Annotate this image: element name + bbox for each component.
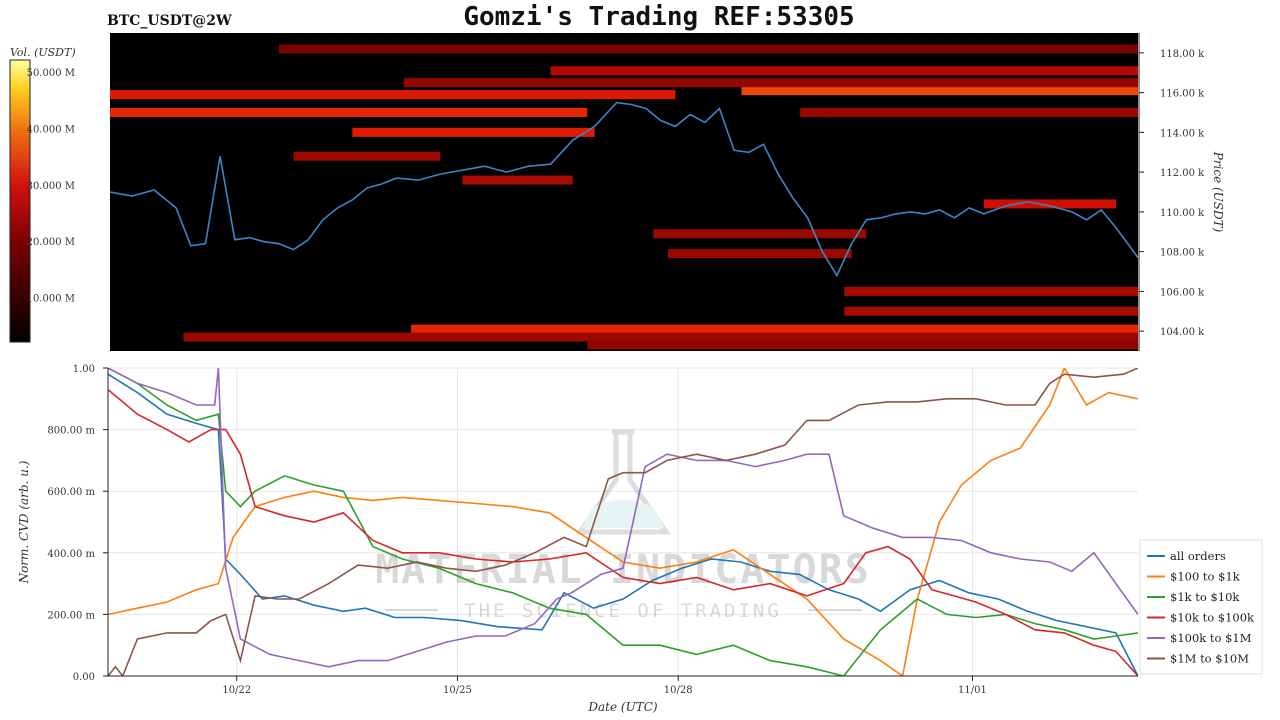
heatmap-band-17 <box>278 44 1138 54</box>
cvd-panel <box>108 368 1138 676</box>
legend-label-5: $1M to $10M <box>1170 652 1249 666</box>
colorbar-tick-label: 40.000 M <box>27 124 75 135</box>
legend-label-0: all orders <box>1170 549 1226 563</box>
watermark-line2: THE SCIENCE OF TRADING <box>464 600 782 622</box>
heatmap-band-9 <box>983 199 1116 209</box>
cvd-y-tick-label: 200.00 m <box>47 610 95 621</box>
heatmap-band-13 <box>844 306 1138 316</box>
cvd-x-tick-label: 10/22 <box>222 685 251 696</box>
price-tick-label: 106.00 k <box>1160 287 1205 298</box>
price-tick-label: 108.00 k <box>1160 248 1205 259</box>
heatmap-band-0 <box>741 86 1138 96</box>
cvd-y-tick-label: 0.00 <box>73 672 95 683</box>
cvd-x-tick-label: 11/01 <box>958 685 987 696</box>
pair-label: BTC_USDT@2W <box>107 13 232 29</box>
heatmap-band-2 <box>110 108 588 117</box>
heatmap-band-8 <box>462 175 573 185</box>
heatmap-band-5 <box>550 66 1138 76</box>
colorbar-tick-label: 20.000 M <box>27 237 75 248</box>
price-axis-ticks: 104.00 k 106.00 k 108.00 k 110.00 k 112.00 k… <box>1139 49 1205 338</box>
cvd-x-tick-label: 10/28 <box>664 685 693 696</box>
colorbar-tick-label: 50.000 M <box>27 68 75 79</box>
colorbar-ticks: 10.000 M 20.000 M 30.000 M 40.000 M 50.000 M <box>27 68 75 305</box>
cvd-y-tick-label: 1.00 <box>73 364 95 375</box>
heatmap-bands <box>110 44 1138 350</box>
page-title: Gomzi's Trading REF:53305 <box>463 2 854 32</box>
cvd-grid <box>108 367 1138 677</box>
price-tick-label: 116.00 k <box>1160 89 1205 100</box>
legend-box <box>1139 539 1263 675</box>
colorbar <box>9 59 31 343</box>
legend-label-4: $100k to $1M <box>1170 631 1252 645</box>
heatmap-band-6 <box>403 78 1138 88</box>
heatmap-band-3 <box>800 108 1138 117</box>
heatmap-band-15 <box>183 332 1138 342</box>
cvd-x-ticks: 10/22 10/25 10/28 11/01 <box>222 676 987 696</box>
price-tick-label: 110.00 k <box>1160 208 1205 219</box>
colorbar-tick-label: 10.000 M <box>27 294 75 305</box>
heatmap-band-14 <box>411 324 1138 334</box>
cvd-line-0 <box>108 373 1138 676</box>
cvd-line-2 <box>108 368 1138 676</box>
cvd-x-tick-label: 10/25 <box>443 685 472 696</box>
cvd-line-3 <box>108 388 1138 676</box>
cvd-y-ticks: 0.00 200.00 m 400.00 m 600.00 m 800.00 m 1.00 <box>47 364 108 683</box>
heatmap-band-11 <box>668 249 852 259</box>
heatmap-band-16 <box>587 340 1138 350</box>
price-tick-label: 114.00 k <box>1160 128 1205 139</box>
heatmap-band-4 <box>352 127 595 137</box>
colorbar-label: Vol. (USDT) <box>10 46 76 59</box>
legend-label-3: $10k to $100k <box>1170 611 1255 625</box>
legend-label-2: $1k to $10k <box>1170 590 1240 604</box>
cvd-y-tick-label: 400.00 m <box>47 549 95 560</box>
price-tick-label: 118.00 k <box>1160 49 1205 60</box>
cvd-x-label: Date (UTC) <box>587 700 657 714</box>
price-tick-label: 104.00 k <box>1160 327 1205 338</box>
legend-label-1: $100 to $1k <box>1170 570 1241 584</box>
heatmap-band-1 <box>110 90 676 100</box>
colorbar-tick-label: 30.000 M <box>27 181 75 192</box>
cvd-y-tick-label: 800.00 m <box>47 426 95 437</box>
cvd-line-1 <box>108 368 1138 676</box>
cvd-line-4 <box>108 368 1138 668</box>
price-line <box>110 101 1138 278</box>
heatmap-band-10 <box>653 229 867 239</box>
heatmap-band-12 <box>844 286 1138 296</box>
price-tick-label: 112.00 k <box>1160 168 1205 179</box>
cvd-series <box>108 368 1138 676</box>
heatmap-band-7 <box>293 151 441 161</box>
cvd-y-label: Norm. CVD (arb. u.) <box>17 460 31 584</box>
legend: all orders $100 to $1k $1k to $10k $10k to … <box>1139 539 1263 675</box>
cvd-line-5 <box>108 368 1138 676</box>
price-axis-label: Price (USDT) <box>1211 151 1225 233</box>
cvd-y-tick-label: 600.00 m <box>47 487 95 498</box>
